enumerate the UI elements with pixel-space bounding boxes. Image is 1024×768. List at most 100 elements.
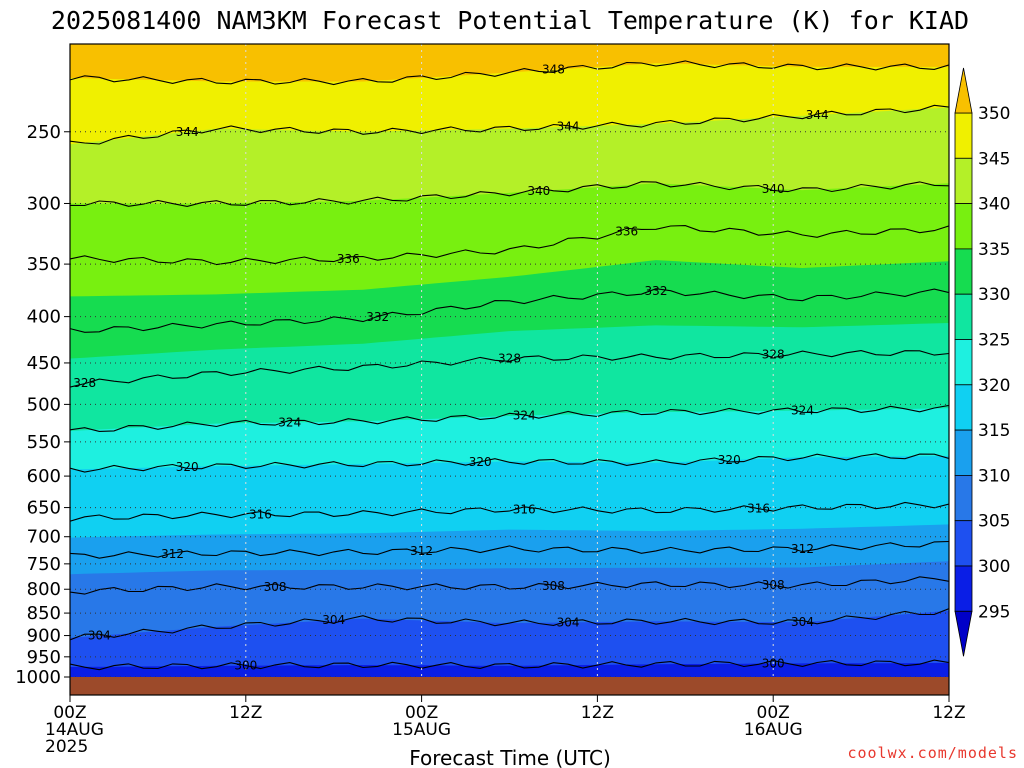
colorbar-tick-label: 300 (978, 557, 1010, 577)
contour-label-304: 304 (322, 613, 345, 627)
credit-text: coolwx.com/models (847, 744, 1018, 762)
contour-label-344: 344 (557, 120, 580, 134)
contour-label-328: 328 (762, 348, 785, 362)
contour-label-336: 336 (615, 224, 638, 238)
y-tick-label: 800 (27, 579, 61, 600)
colorbar-extend-bottom (954, 610, 973, 657)
contour-344 (70, 104, 949, 145)
colorbar-tick-label: 335 (978, 240, 1010, 260)
x-tick-label: 12Z (581, 703, 614, 723)
contour-320 (70, 453, 949, 473)
contour-label-324: 324 (791, 404, 814, 418)
ground-surface (70, 677, 949, 695)
x-tick-label: 12Z (229, 703, 262, 723)
band-surface (70, 667, 949, 677)
colorbar-box-305 (954, 474, 973, 522)
colorbar-extend-top (954, 67, 973, 114)
contour-label-300: 300 (234, 659, 257, 673)
contour-300 (70, 659, 949, 671)
contour-label-312: 312 (791, 542, 814, 556)
contour-label-328: 328 (498, 352, 521, 366)
colorbar-legend: 350 345 340 335 330 325 320 315 310 305 300 295 (954, 67, 1010, 657)
contour-348 (70, 60, 949, 86)
colorbar-box-340 (954, 157, 973, 205)
contour-label-324: 324 (513, 409, 536, 423)
contour-328 (70, 350, 949, 388)
x-tick-label: 14AUG (45, 720, 104, 740)
contour-316 (70, 501, 949, 522)
colorbar-box-330 (954, 248, 973, 295)
y-tick-label: 750 (27, 554, 61, 575)
contour-label-320: 320 (718, 453, 741, 467)
contour-340 (70, 181, 949, 207)
colorbar-box-300 (954, 520, 973, 567)
colorbar-tick-label: 350 (978, 104, 1010, 124)
y-axis: 2503003504004505005506006507007508008509… (15, 122, 70, 688)
x-tick-label: 00Z (757, 703, 790, 723)
contour-label-316: 316 (747, 501, 770, 515)
x-tick-label: 12Z (932, 703, 965, 723)
contour-label-308: 308 (542, 579, 565, 593)
colorbar-tick-label: 330 (978, 285, 1010, 305)
contour-label-308: 308 (762, 578, 785, 592)
contour-label-312: 312 (161, 547, 184, 561)
colorbar-box-295 (954, 565, 973, 612)
y-tick-label: 700 (27, 527, 61, 548)
x-tick-label: 16AUG (744, 720, 803, 740)
contour-lines (70, 60, 949, 671)
contour-308 (70, 576, 949, 595)
x-axis-label: Forecast Time (UTC) (409, 746, 611, 768)
contour-label-316: 316 (249, 507, 272, 521)
colorbar-box-335 (954, 203, 973, 250)
contour-labels: 348 344 344 344 340 340 336 336 332 332 328 328 328 3… (73, 63, 828, 673)
contour-label-300: 300 (762, 657, 785, 671)
y-tick-label: 900 (27, 626, 61, 647)
contour-304 (70, 608, 949, 641)
y-tick-label: 950 (27, 647, 61, 668)
colorbar-tick-label: 310 (978, 466, 1010, 486)
contour-label-336: 336 (337, 252, 360, 266)
contour-label-332: 332 (645, 284, 668, 298)
colorbar-box-345 (954, 112, 973, 159)
contour-336 (70, 225, 949, 266)
y-tick-label: 500 (27, 394, 61, 415)
colorbar-box-315 (954, 384, 973, 431)
contour-label-328: 328 (73, 376, 96, 390)
colorbar-tick-label: 345 (978, 149, 1010, 169)
contour-label-348: 348 (542, 63, 565, 77)
colorbar-box-325 (954, 293, 973, 340)
y-tick-label: 850 (27, 603, 61, 624)
contour-label-320: 320 (469, 455, 492, 469)
y-tick-label: 450 (27, 353, 61, 374)
contour-label-340: 340 (762, 182, 785, 196)
colorbar-tick-label: 325 (978, 331, 1010, 351)
colorbar-tick-label: 315 (978, 421, 1010, 441)
contour-label-304: 304 (88, 629, 111, 643)
chart-title: 2025081400 NAM3KM Forecast Potential Tem… (51, 6, 969, 35)
x-tick-label: 00Z (405, 703, 438, 723)
temperature-bands (70, 44, 949, 677)
contour-label-316: 316 (513, 503, 536, 517)
contour-label-344: 344 (176, 125, 199, 139)
y-tick-label: 650 (27, 498, 61, 519)
y-tick-label: 1000 (15, 667, 61, 688)
colorbar-box-310 (954, 429, 973, 476)
y-tick-label: 300 (27, 193, 61, 214)
colorbar-tick-label: 305 (978, 512, 1010, 532)
contour-label-304: 304 (791, 615, 814, 629)
y-tick-label: 350 (27, 254, 61, 275)
colorbar-tick-label: 295 (978, 602, 1010, 622)
contour-label-312: 312 (410, 544, 433, 558)
contour-312 (70, 540, 949, 559)
x-tick-label: 15AUG (392, 720, 451, 740)
x-tick-label: 2025 (45, 737, 88, 757)
y-tick-label: 600 (27, 466, 61, 487)
contour-332 (70, 288, 949, 333)
contour-label-332: 332 (366, 310, 389, 324)
contour-label-324: 324 (278, 415, 301, 429)
contour-label-308: 308 (264, 580, 287, 594)
contour-324 (70, 404, 949, 432)
contour-label-340: 340 (527, 184, 550, 198)
